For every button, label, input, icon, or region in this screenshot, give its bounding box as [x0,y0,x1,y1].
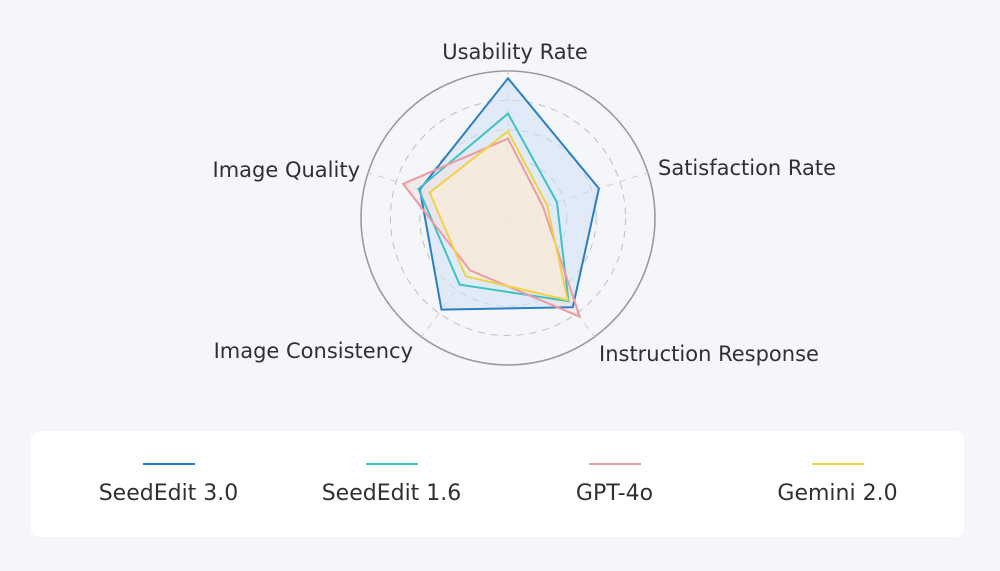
series-outlines [401,76,600,319]
series-fills [403,78,599,317]
legend-label-gemini-2-0: Gemini 2.0 [777,481,898,506]
legend-label-gpt-4o: GPT-4o [575,481,654,506]
series-area-gemini-2-0 [429,131,568,301]
grid-ring-2 [419,129,597,307]
radar-chart: Usability Rate Satisfaction Rate Instructi… [213,40,837,366]
legend-swatch-gpt-4o [588,463,641,465]
axis-label-usability-rate: Usability Rate [442,40,588,64]
legend-label-seededit-1-6: SeedEdit 1.6 [321,481,462,506]
legend-item-seededit-3-0: SeedEdit 3.0 [52,431,285,537]
axis-label-satisfaction-rate: Satisfaction Rate [658,156,836,180]
series-line-seededit-1-6 [417,112,570,303]
axis-label-instruction-response: Instruction Response [599,342,819,366]
legend-item-seededit-1-6: SeedEdit 1.6 [275,431,508,537]
axis-label-image-quality: Image Quality [213,158,360,182]
legend-item-gemini-2-0: Gemini 2.0 [721,431,954,537]
series-line-gpt-4o [401,137,582,319]
grid-spoke-2 [507,172,648,219]
legend-label-seededit-3-0: SeedEdit 3.0 [98,481,239,506]
axis-label-image-consistency: Image Consistency [214,339,413,363]
grid-spoke-4 [421,217,509,338]
grid-ring-1 [389,99,627,337]
series-line-gemini-2-0 [428,129,569,302]
legend: SeedEdit 3.0 SeedEdit 1.6 GPT-4o Gemini 2.0 [31,431,964,537]
grid-spoke-5 [368,172,509,219]
legend-swatch-gemini-2-0 [811,463,864,465]
legend-item-gpt-4o: GPT-4o [498,431,731,537]
legend-swatch-seededit-1-6 [365,463,418,465]
legend-swatch-seededit-3-0 [142,463,195,465]
